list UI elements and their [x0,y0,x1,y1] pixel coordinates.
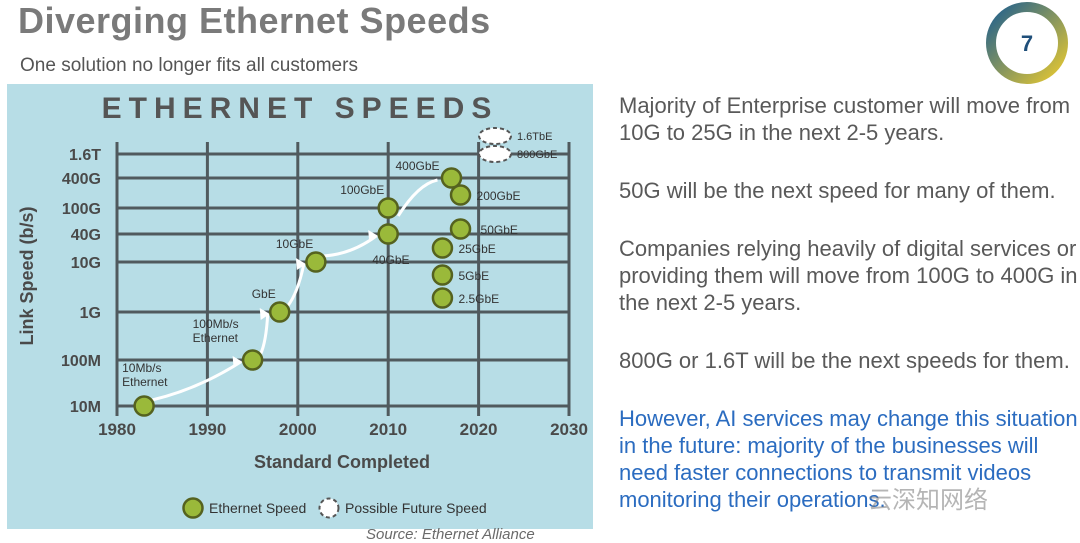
legend-label: Possible Future Speed [345,500,487,516]
data-point [449,218,472,240]
x-axis-title: Standard Completed [254,452,430,472]
slide-title: Diverging Ethernet Speeds [18,0,491,41]
note-item: 50G will be the next speed for many of t… [619,178,1056,203]
data-point-label: Ethernet [122,375,168,389]
data-point [241,349,264,371]
data-point-label: GbE [252,287,276,301]
y-tick-label: 1.6T [69,147,101,164]
note-item: Majority of Enterprise customer will mov… [619,93,1071,145]
slide-subtitle: One solution no longer fits all customer… [20,55,358,76]
data-point-label: 200GbE [477,189,521,203]
data-point [377,197,399,219]
data-point-label: 100GbE [340,183,384,197]
data-point-label: 5GbE [458,269,489,283]
data-point-label: 2.5GbE [458,292,499,306]
legend-label: Ethernet Speed [209,500,306,516]
progression-arrowhead [368,230,379,242]
slide-number-disc [997,13,1057,73]
progression-arrowhead [232,356,243,368]
slide-number: 7 [1021,31,1033,56]
watermark: 云深知网络 [868,487,988,514]
y-tick-label: 400G [62,171,101,188]
data-point [133,395,155,417]
data-point-label: 10Mb/s [122,361,161,375]
note-item: 800G or 1.6T will be the next speeds for… [619,348,1070,373]
data-point [268,301,291,323]
slide-number-ring [986,2,1068,84]
source-caption: Source: Ethernet Alliance [366,526,535,543]
data-point [377,223,399,245]
progression-arrow [323,234,378,258]
progression-arrow [151,360,242,402]
chart-panel: ETHERNET SPEEDS 10M 100M 1G 10G 40G 100G 400G 1… [7,84,593,529]
y-tick-label: 40G [71,227,101,244]
data-point [431,287,454,309]
x-tick-label: 1990 [188,420,226,439]
x-tick-label: 2010 [369,420,407,439]
progression-arrow [259,313,270,355]
note-item: Companies relying heavily of digital ser… [619,236,1078,315]
y-tick-label: 100M [61,353,101,370]
y-tick-label: 1G [80,305,101,322]
x-tick-label: 2020 [460,420,498,439]
slide-number-badge: 7 [986,2,1068,84]
progression-arrowhead [295,258,306,270]
data-point [305,251,327,273]
note-item-highlight: However, AI services may change this sit… [619,406,1078,512]
y-tick-label: 10M [70,399,101,416]
data-point [431,237,454,259]
data-point-label: 25GbE [458,242,495,256]
future-speed-label: 1.6TbE [517,131,552,143]
data-point-label: 400GbE [395,159,439,173]
data-point-label: 40GbE [372,253,409,267]
data-point-label: 10GbE [276,237,313,251]
data-point-label: 50GbE [481,223,518,237]
future-speed-marker [478,127,512,145]
data-point [449,184,472,206]
progression-arrow [286,263,306,307]
x-tick-label: 2030 [550,420,588,439]
progression-arrow [396,178,438,217]
progression-arrowhead [259,308,270,320]
notes-list: Majority of Enterprise customer will mov… [619,92,1079,513]
ethernet-speeds-chart: 10M 100M 1G 10G 40G 100G 400G 1.6T 1980 1990 2000 2… [17,127,588,519]
future-speed-marker [478,145,512,163]
x-tick-label: 1980 [98,420,136,439]
chart-title: ETHERNET SPEEDS [101,92,499,125]
legend-swatch-filled [182,497,204,519]
y-tick-label: 100G [62,201,101,218]
y-tick-label: 10G [71,255,101,272]
legend-swatch-dashed [318,497,340,519]
data-point-label: Ethernet [193,331,239,345]
y-axis-title: Link Speed (b/s) [17,206,37,345]
data-point-label: 100Mb/s [193,317,239,331]
data-point [431,264,454,286]
data-point [440,167,463,189]
x-tick-label: 2000 [279,420,317,439]
future-speed-label: 800GbE [517,149,557,161]
